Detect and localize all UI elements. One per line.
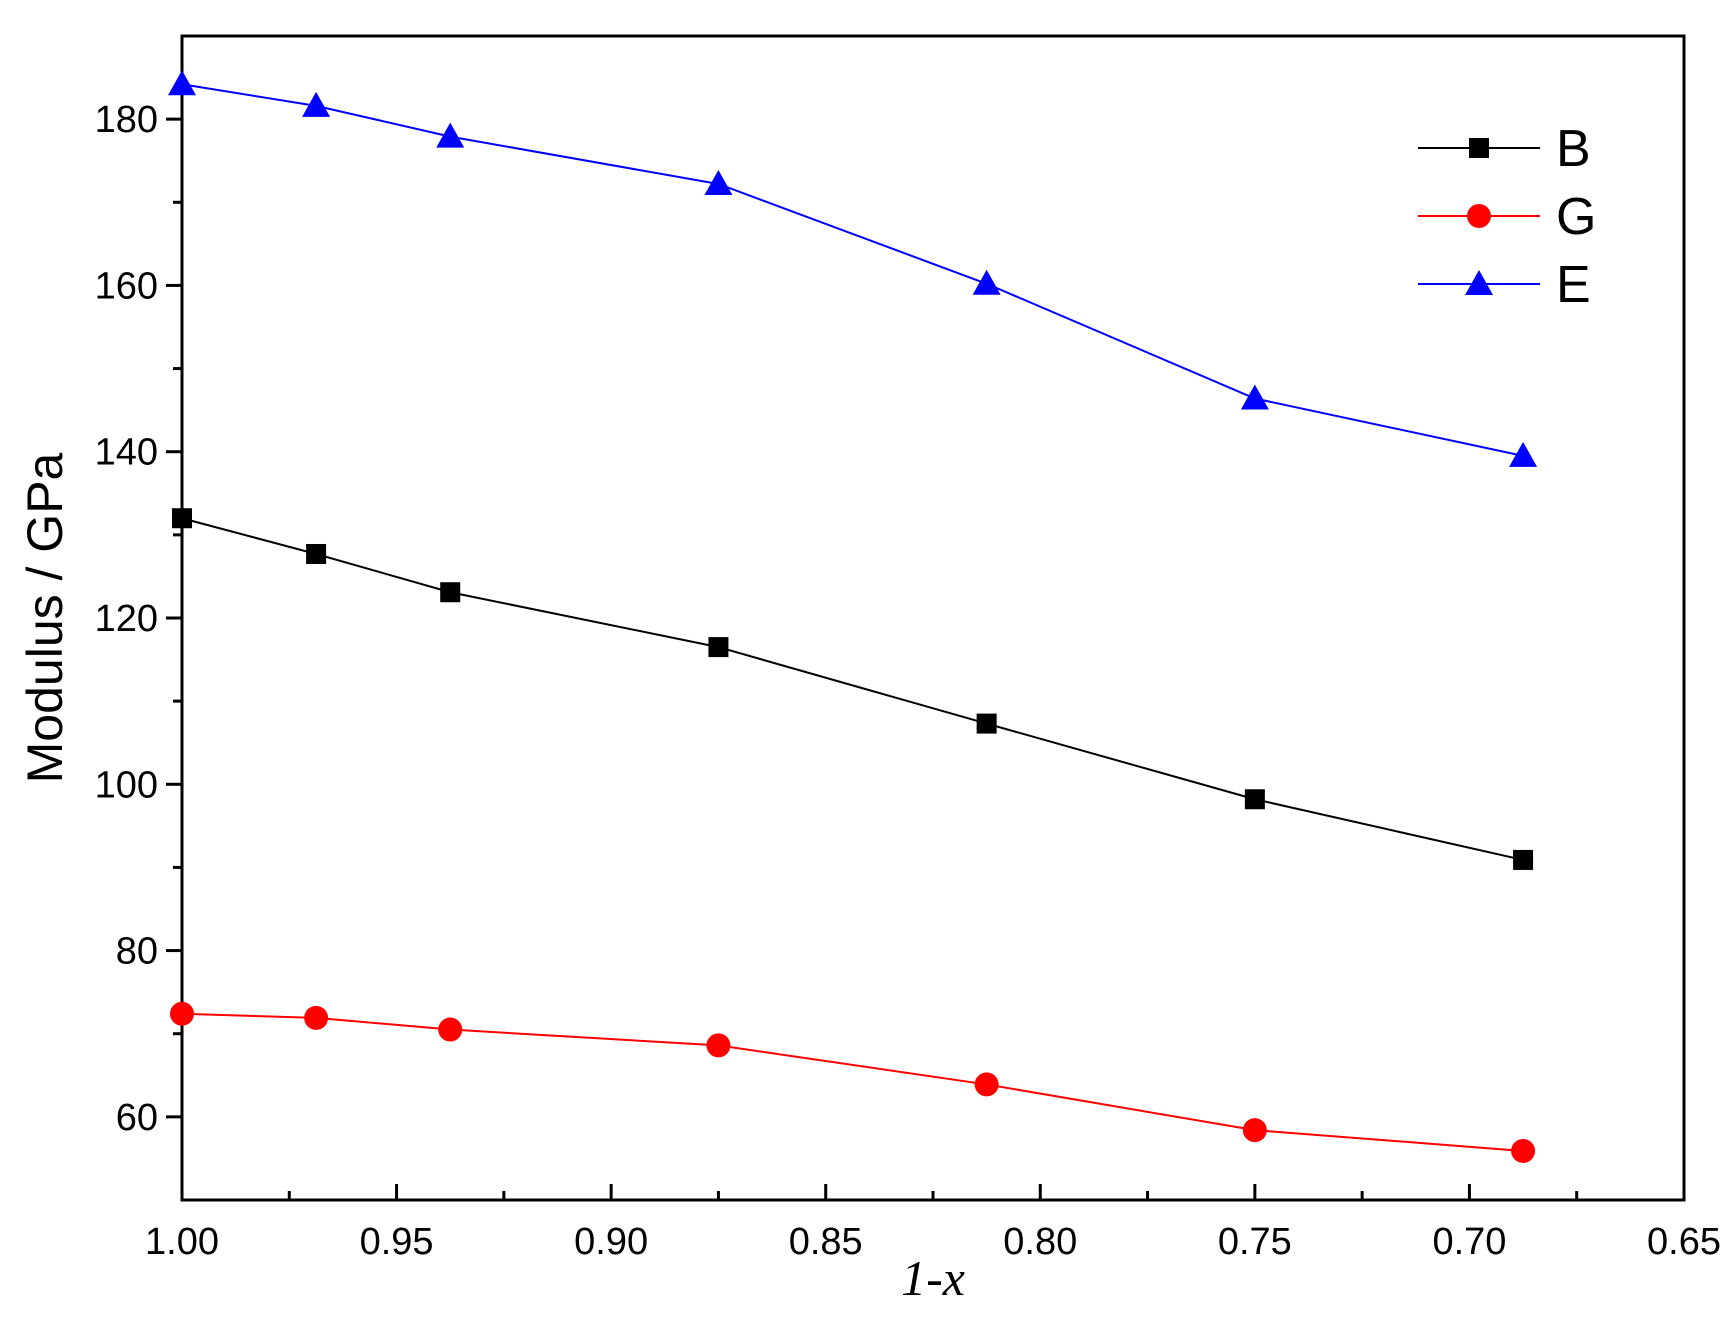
x-tick-label: 0.70 [1432,1221,1506,1263]
x-tick-label: 0.80 [1003,1221,1077,1263]
series-line-g [181,1012,1524,1152]
data-point-e [436,122,465,148]
series-g [170,1001,1536,1163]
y-tick-label: 100 [95,764,158,806]
data-point-b [440,582,461,603]
legend-entry-g: G [1418,188,1596,246]
data-point-b [172,508,192,529]
data-point-g [1242,1118,1267,1143]
data-point-e [972,269,1001,295]
data-point-e [168,70,196,96]
y-tick-label: 180 [95,99,158,141]
legend: BGE [1418,120,1596,314]
data-point-g [974,1072,999,1097]
legend-label: E [1556,256,1591,314]
series-line-b [181,517,1524,861]
x-tick-label: 0.85 [789,1221,863,1263]
data-point-b [1513,849,1534,870]
data-point-g [1511,1138,1536,1163]
x-tick-label: 0.90 [574,1221,648,1263]
y-axis-label: Modulus / GPa [17,452,73,783]
series-layer [168,70,1538,1163]
data-point-e [1509,441,1538,467]
y-tick-label: 120 [95,598,158,640]
x-axis-label: 1-x [901,1250,965,1306]
x-tick-label: 0.75 [1218,1221,1292,1263]
legend-label: B [1556,120,1591,178]
data-point-b [306,543,327,564]
x-tick-label: 0.95 [360,1221,434,1263]
series-b [172,508,1534,870]
series-line-e [181,83,1524,457]
data-point-b [976,713,997,734]
data-point-e [704,169,733,195]
y-tick-label: 80 [116,931,158,973]
x-tick-label: 1.00 [145,1221,219,1263]
legend-marker [1465,270,1493,295]
data-point-e [1240,384,1269,410]
y-tick-label: 60 [116,1097,158,1139]
legend-marker [1469,138,1489,158]
y-tick-label: 140 [95,432,158,474]
series-e [168,70,1538,467]
data-point-g [706,1033,731,1058]
x-tick-label: 0.65 [1647,1221,1721,1263]
legend-marker [1467,204,1491,228]
data-point-g [304,1005,329,1030]
y-tick-label: 160 [95,265,158,307]
data-point-g [170,1001,194,1026]
data-point-b [1244,789,1265,810]
data-point-e [302,91,331,117]
legend-entry-b: B [1418,120,1591,178]
legend-entry-e: E [1418,256,1591,314]
x-axis-ticks: 1.00 0.95 0.90 0.85 0.80 0.75 0.70 0.65 [145,1184,1721,1263]
y-axis-ticks: 60 80 100 120 140 160 180 [95,99,182,1139]
legend-label: G [1556,188,1596,246]
data-point-b [708,637,729,658]
data-point-g [438,1017,463,1042]
